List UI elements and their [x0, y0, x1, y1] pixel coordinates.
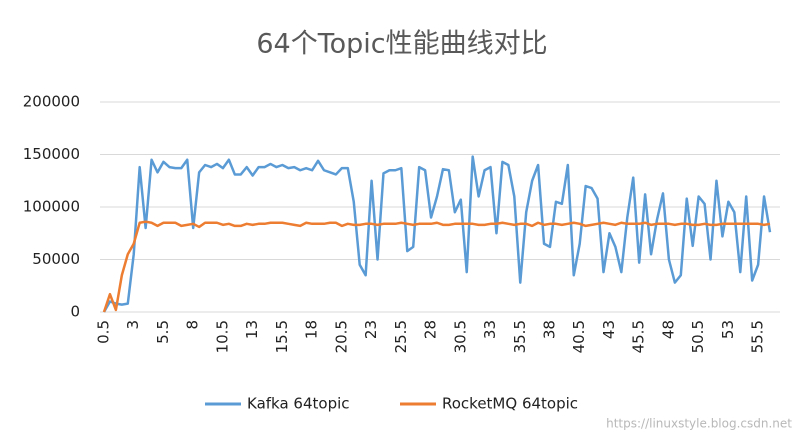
x-tick-label: 53 — [719, 320, 737, 339]
x-tick-label: 30.5 — [451, 320, 469, 353]
x-tick-label: 25.5 — [392, 320, 410, 353]
x-tick-label: 20.5 — [332, 320, 350, 353]
x-tick-label: 5.5 — [154, 320, 172, 344]
y-tick-label: 150000 — [23, 145, 80, 163]
x-tick-label: 40.5 — [570, 320, 588, 353]
series-line — [102, 155, 772, 313]
watermark: https://linuxstyle.blog.csdn.net — [606, 417, 792, 431]
x-tick-label: 0.5 — [95, 320, 113, 344]
series-line — [102, 220, 771, 313]
x-tick-label: 18 — [303, 320, 321, 339]
x-tick-label: 43 — [600, 320, 618, 339]
y-tick-label: 100000 — [23, 198, 80, 216]
x-tick-label: 35.5 — [511, 320, 529, 353]
x-tick-label: 10.5 — [213, 320, 231, 353]
chart-title: 64个Topic性能曲线对比 — [256, 29, 547, 60]
x-tick-label: 23 — [362, 320, 380, 339]
x-tick-label: 45.5 — [630, 320, 648, 353]
x-tick-label: 33 — [481, 320, 499, 339]
y-tick-label: 0 — [70, 303, 80, 321]
legend-label: Kafka 64topic — [247, 395, 350, 413]
x-tick-label: 50.5 — [689, 320, 707, 353]
x-tick-label: 8 — [184, 320, 202, 330]
x-tick-label: 38 — [540, 320, 558, 339]
x-tick-label: 13 — [243, 320, 261, 339]
y-tick-label: 50000 — [32, 250, 80, 268]
x-tick-label: 55.5 — [749, 320, 767, 353]
x-tick-label: 48 — [659, 320, 677, 339]
x-tick-label: 15.5 — [273, 320, 291, 353]
x-tick-label: 28 — [422, 320, 440, 339]
legend-label: RocketMQ 64topic — [442, 395, 578, 413]
y-tick-label: 200000 — [23, 93, 80, 111]
x-tick-label: 3 — [124, 320, 142, 330]
